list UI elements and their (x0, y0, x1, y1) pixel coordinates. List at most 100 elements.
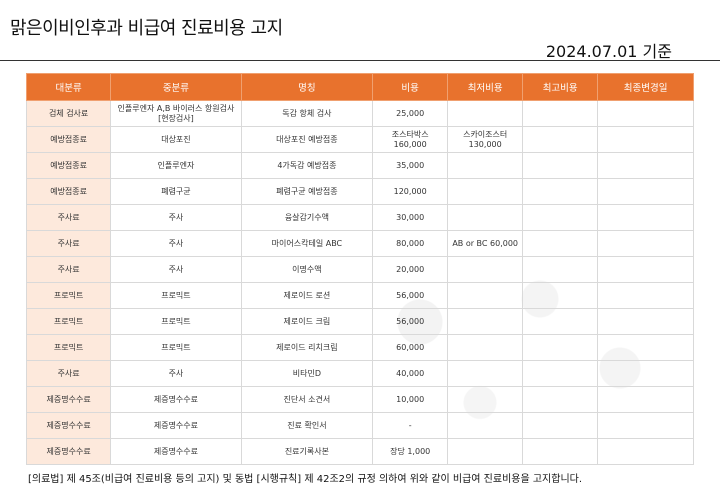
table-cell: 프로믹트 (110, 282, 242, 309)
table-cell: 대상포진 예방접종 (240, 126, 374, 153)
table-cell: 주사료 (25, 256, 112, 283)
table-cell: 주사료 (25, 230, 112, 257)
table-cell (447, 360, 524, 387)
column-header: 대분류 (25, 73, 112, 101)
table-cell (522, 230, 599, 257)
table-cell: 제증명수수료 (110, 386, 242, 413)
table-cell: 인플루엔자 A,B 바이러스 항원검사[현장검사] (110, 100, 242, 127)
table-cell: 제로이드 크림 (240, 308, 374, 335)
table-cell: 스카이조스터 130,000 (447, 126, 524, 153)
table-cell (522, 386, 599, 413)
table-cell (522, 308, 599, 335)
table-cell (597, 100, 694, 127)
table-cell (597, 256, 694, 283)
table-cell: 이명수액 (240, 256, 374, 283)
table-cell: 예방접종료 (25, 178, 112, 205)
table-cell: 융살감기수액 (240, 204, 374, 231)
column-header: 중분류 (110, 73, 242, 101)
table-cell: 60,000 (372, 334, 449, 361)
table-header-row: 대분류 중분류 명칭 비용 최저비용 최고비용 최종변경일 (25, 73, 694, 101)
table-row: 제증명수수료 제증명수수료 진료기록사본 장당 1,000 (25, 438, 694, 465)
table-row: 프로믹트 프로믹트 제로이드 리치크림 60,000 (25, 334, 694, 361)
table-cell: 프로믹트 (25, 282, 112, 309)
table-cell: 56,000 (372, 308, 449, 335)
table-row: 주사료 주사 융살감기수액 30,000 (25, 204, 694, 231)
table-cell (597, 126, 694, 153)
table-cell (522, 412, 599, 439)
table-cell (447, 204, 524, 231)
table-cell (447, 438, 524, 465)
table-row: 주사료 주사 비타민D 40,000 (25, 360, 694, 387)
title-divider (0, 60, 720, 61)
table-cell: 주사 (110, 204, 242, 231)
table-row: 예방접종료 폐렴구균 폐렴구균 예방접종 120,000 (25, 178, 694, 205)
table-cell: 120,000 (372, 178, 449, 205)
table-cell: 제증명수수료 (110, 438, 242, 465)
table-cell (447, 334, 524, 361)
table-cell: 주사 (110, 230, 242, 257)
table-cell (597, 152, 694, 179)
table-cell: 제증명수수료 (25, 386, 112, 413)
table-row: 제증명수수료 제증명수수료 진단서 소견서 10,000 (25, 386, 694, 413)
table-cell: 80,000 (372, 230, 449, 257)
table-row: 프로믹트 프로믹트 제로이드 크림 56,000 (25, 308, 694, 335)
table-cell: 대상포진 (110, 126, 242, 153)
table-cell: 프로믹트 (25, 308, 112, 335)
table-row: 제증명수수료 제증명수수료 진료 확인서 - (25, 412, 694, 439)
table-row: 예방접종료 인플루엔자 4가독감 예방접종 35,000 (25, 152, 694, 179)
table-cell: 독감 항체 검사 (240, 100, 374, 127)
effective-date: 2024.07.01 기준 (545, 42, 672, 61)
table-cell: 제증명수수료 (25, 438, 112, 465)
table-cell: 56,000 (372, 282, 449, 309)
table-cell (522, 438, 599, 465)
table-cell (522, 334, 599, 361)
table-cell (597, 204, 694, 231)
table-cell: 장당 1,000 (372, 438, 449, 465)
table-cell: 주사료 (25, 204, 112, 231)
table-cell: 비타민D (240, 360, 374, 387)
table-cell: AB or BC 60,000 (447, 230, 524, 257)
table-row: 검체 검사료 인플루엔자 A,B 바이러스 항원검사[현장검사] 독감 항체 검사 2… (25, 100, 694, 127)
table-cell (522, 100, 599, 127)
table-cell: 진료기록사본 (240, 438, 374, 465)
table-cell: 제증명수수료 (110, 412, 242, 439)
table-cell (597, 386, 694, 413)
table-cell: 제증명수수료 (25, 412, 112, 439)
table-cell (447, 412, 524, 439)
table-cell (597, 178, 694, 205)
table-cell (522, 360, 599, 387)
table-cell: 프로믹트 (110, 334, 242, 361)
table-cell: 폐렴구균 예방접종 (240, 178, 374, 205)
column-header: 비용 (372, 73, 449, 101)
table-cell (447, 282, 524, 309)
table-cell (522, 126, 599, 153)
table-cell (597, 412, 694, 439)
table-cell: 주사 (110, 256, 242, 283)
table-cell: 주사 (110, 360, 242, 387)
table-cell (447, 256, 524, 283)
table-row: 주사료 주사 이명수액 20,000 (25, 256, 694, 283)
table-cell: 프로믹트 (25, 334, 112, 361)
table-cell (522, 256, 599, 283)
table-cell: 인플루엔자 (110, 152, 242, 179)
table-cell (597, 334, 694, 361)
table-cell (522, 178, 599, 205)
table-cell (597, 230, 694, 257)
table-cell: 검체 검사료 (25, 100, 112, 127)
table-cell: 40,000 (372, 360, 449, 387)
table-cell: 20,000 (372, 256, 449, 283)
table-cell: 예방접종료 (25, 126, 112, 153)
table-cell (597, 360, 694, 387)
table-cell (447, 386, 524, 413)
page-title: 맑은이비인후과 비급여 진료비용 고지 (10, 18, 283, 39)
table-row: 프로믹트 프로믹트 제로이드 로션 56,000 (25, 282, 694, 309)
table-cell (597, 282, 694, 309)
table-cell: 35,000 (372, 152, 449, 179)
table-cell (447, 178, 524, 205)
table-cell: 프로믹트 (110, 308, 242, 335)
table-cell: 4가독감 예방접종 (240, 152, 374, 179)
table-cell: 주사료 (25, 360, 112, 387)
table-cell: 25,000 (372, 100, 449, 127)
column-header: 최종변경일 (597, 73, 694, 101)
table-cell (522, 152, 599, 179)
